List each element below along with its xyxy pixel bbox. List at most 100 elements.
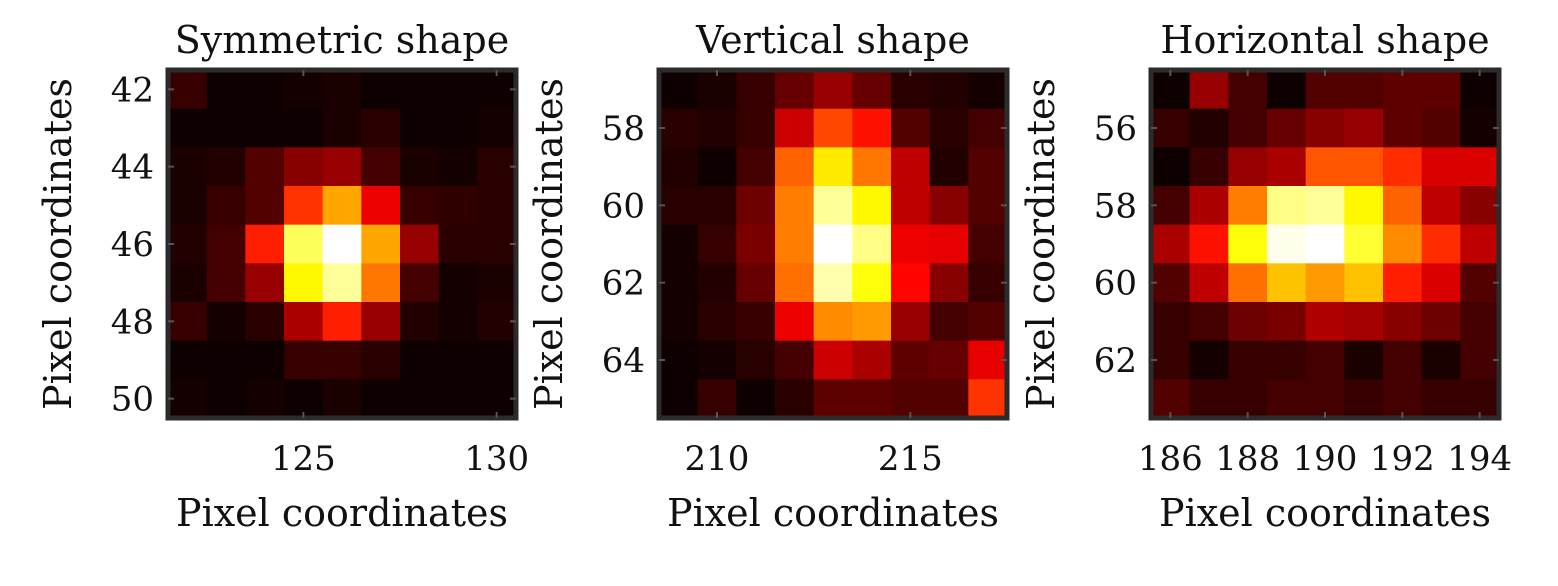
y-tick-label: 44 xyxy=(111,148,154,188)
heatmap-cell xyxy=(1267,147,1307,187)
heatmap-cell xyxy=(1151,340,1191,380)
heatmap-cell xyxy=(1421,147,1461,187)
heatmap-cell xyxy=(1151,302,1191,342)
heatmap-cell xyxy=(400,224,440,264)
y-tick-label: 50 xyxy=(111,380,154,420)
heatmap-cell xyxy=(168,379,208,419)
heatmap-cell xyxy=(400,340,440,380)
y-axis-label: Pixel coordinates xyxy=(527,78,571,410)
tick-marks xyxy=(659,70,1007,418)
heatmap-cell xyxy=(891,147,931,187)
heatmap-cell xyxy=(322,379,362,419)
heatmap-cell xyxy=(1228,263,1268,303)
heatmap-cell xyxy=(1228,147,1268,187)
heatmap-cell xyxy=(852,340,892,380)
heatmap-cell xyxy=(1189,224,1229,264)
heatmap-cell xyxy=(361,340,401,380)
heatmap-cell xyxy=(1344,70,1384,110)
heatmap-cell xyxy=(1267,186,1307,226)
heatmap-cell xyxy=(697,340,737,380)
x-tick-labels: 186 188 190 192 194 xyxy=(1138,439,1512,479)
heatmap-cell xyxy=(1228,302,1268,342)
heatmap-cell xyxy=(245,108,285,148)
heatmap-cell xyxy=(322,340,362,380)
heatmap-cell xyxy=(736,108,776,148)
heatmap-cell xyxy=(1344,186,1384,226)
heatmap-cell xyxy=(813,70,853,110)
heatmap-cell xyxy=(697,224,737,264)
heatmap-cell xyxy=(245,340,285,380)
x-tick-label: 192 xyxy=(1370,439,1435,479)
heatmap-cell xyxy=(659,224,699,264)
heatmap-cell xyxy=(1383,340,1423,380)
heatmap-cell xyxy=(168,263,208,303)
heatmap-cell xyxy=(245,224,285,264)
y-tick-label: 64 xyxy=(602,341,645,381)
heatmap-panel-vertical: Vertical shape 210 215 58 60 62 64 Pixel coo… xyxy=(527,18,1010,535)
heatmap-cell xyxy=(438,70,478,110)
heatmap-cell xyxy=(813,186,853,226)
heatmap-cell xyxy=(929,379,969,419)
heatmap-cell xyxy=(438,263,478,303)
heatmap-cell xyxy=(659,263,699,303)
heatmap-cell xyxy=(968,224,1008,264)
heatmap-cell xyxy=(1383,108,1423,148)
heatmap-cell xyxy=(929,70,969,110)
heatmap-cell xyxy=(284,224,324,264)
heatmap-cell xyxy=(775,108,815,148)
heatmap-cell xyxy=(929,147,969,187)
heatmap-cell xyxy=(1305,340,1345,380)
heatmap-cell xyxy=(245,379,285,419)
heatmap-cell xyxy=(852,70,892,110)
y-tick-label: 58 xyxy=(1094,186,1137,226)
heatmap-cell xyxy=(852,108,892,148)
heatmap-cell xyxy=(284,108,324,148)
heatmap-cell xyxy=(1189,186,1229,226)
heatmap-cell xyxy=(1421,302,1461,342)
heatmap-cell xyxy=(852,263,892,303)
heatmap-cell xyxy=(1383,302,1423,342)
heatmap-cell xyxy=(1344,147,1384,187)
heatmap-cell xyxy=(697,108,737,148)
heatmap-cell xyxy=(1344,108,1384,148)
heatmap-cell xyxy=(891,70,931,110)
heatmap-cell xyxy=(1151,263,1191,303)
y-tick-label: 42 xyxy=(111,70,154,110)
heatmap-cell xyxy=(284,70,324,110)
heatmap-cell xyxy=(775,147,815,187)
heatmap-cell xyxy=(206,186,246,226)
heatmap-cell xyxy=(1151,108,1191,148)
heatmap-cell xyxy=(891,108,931,148)
heatmap-cell xyxy=(891,224,931,264)
heatmap-cell xyxy=(852,302,892,342)
heatmap-cell xyxy=(284,147,324,187)
heatmap-cell xyxy=(438,108,478,148)
heatmap-cell xyxy=(1383,186,1423,226)
heatmap-cell xyxy=(1460,147,1500,187)
heatmap-cell xyxy=(929,340,969,380)
heatmap-cell xyxy=(438,302,478,342)
heatmap-cell xyxy=(477,108,517,148)
x-tick-label: 186 xyxy=(1138,439,1203,479)
heatmap-cell xyxy=(284,263,324,303)
heatmap-cell xyxy=(813,147,853,187)
heatmap-cell xyxy=(206,302,246,342)
heatmap-cell xyxy=(1189,379,1229,419)
x-axis-label: Pixel coordinates xyxy=(176,491,508,535)
heatmap-cell xyxy=(322,224,362,264)
heatmap-cell xyxy=(697,147,737,187)
heatmap-cell xyxy=(813,224,853,264)
heatmap-cell xyxy=(697,302,737,342)
heatmap-cell xyxy=(1421,108,1461,148)
heatmap-cell xyxy=(438,186,478,226)
heatmap-cell xyxy=(1344,340,1384,380)
heatmap-cell xyxy=(438,147,478,187)
x-tick-label: 210 xyxy=(685,439,750,479)
heatmap-cell xyxy=(775,302,815,342)
heatmap-cell xyxy=(697,70,737,110)
axes-frame xyxy=(656,67,1010,421)
heatmap-cell xyxy=(968,379,1008,419)
heatmap-cell xyxy=(1267,224,1307,264)
heatmap-cell xyxy=(697,263,737,303)
